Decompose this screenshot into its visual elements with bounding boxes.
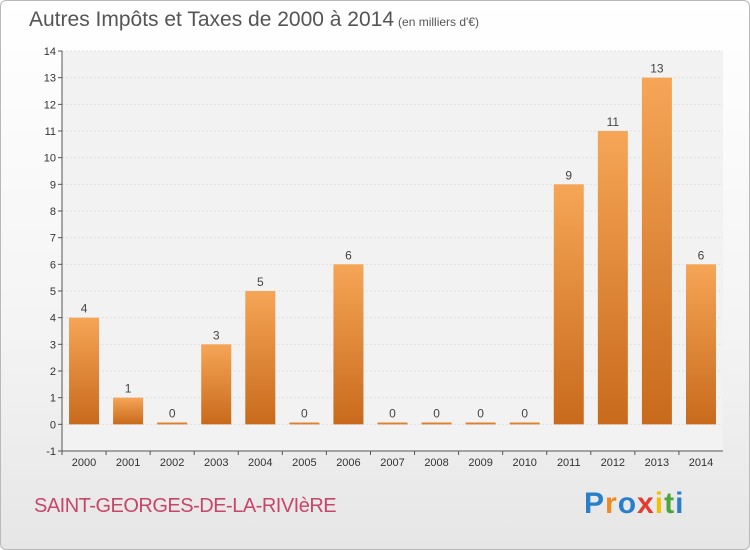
data-label: 1 — [125, 382, 132, 396]
y-tick-label: 10 — [44, 153, 56, 165]
bar-2014 — [685, 264, 716, 425]
x-tick-label: 2014 — [689, 457, 713, 469]
bar-2010 — [509, 422, 540, 425]
y-tick-label: 8 — [50, 206, 56, 218]
x-tick-label: 2000 — [72, 457, 96, 469]
y-tick-label: 14 — [44, 46, 56, 58]
y-tick-label: 9 — [50, 179, 56, 191]
bar-2006 — [333, 264, 364, 425]
y-tick-label: 7 — [50, 233, 56, 245]
title-text: Autres Impôts et Taxes de 2000 à 2014 — [29, 8, 395, 31]
bar-2013 — [641, 77, 672, 425]
y-tick-label: 11 — [45, 126, 56, 138]
logo-letter: r — [605, 487, 618, 520]
bar-2011 — [553, 184, 584, 425]
title-unit: (en milliers d'€) — [398, 15, 480, 29]
y-tick-label: 13 — [44, 73, 56, 85]
x-tick-label: 2006 — [336, 457, 360, 469]
x-tick-label: 2008 — [424, 457, 448, 469]
bar-2003 — [201, 344, 232, 425]
x-tick-label: 2011 — [557, 457, 581, 469]
logo-letter: x — [637, 487, 655, 520]
bar-2001 — [113, 397, 144, 425]
y-tick-label: 6 — [50, 259, 56, 271]
x-tick-label: 2012 — [601, 457, 625, 469]
logo-letter: P — [584, 487, 606, 520]
x-tick-label: 2004 — [248, 457, 272, 469]
logo-letter: t — [664, 487, 676, 520]
data-label: 0 — [477, 406, 484, 420]
bar-2000 — [69, 317, 100, 425]
bar-2004 — [245, 291, 276, 425]
data-label: 0 — [521, 406, 528, 420]
logo-letter: o — [617, 487, 638, 520]
bar-2002 — [157, 422, 188, 425]
y-tick-label: 2 — [50, 366, 56, 378]
data-label: 0 — [169, 406, 176, 420]
bar-2005 — [289, 422, 320, 425]
data-label: 11 — [607, 115, 620, 129]
data-label: 5 — [257, 275, 264, 289]
x-tick-label: 2003 — [204, 457, 228, 469]
data-label: 9 — [565, 168, 572, 182]
y-tick-label: 5 — [50, 286, 56, 298]
bar-2008 — [421, 422, 452, 425]
commune-name: SAINT-GEORGES-DE-LA-RIVIèRE — [34, 495, 337, 517]
y-tick-label: 0 — [50, 419, 56, 431]
x-tick-label: 2010 — [512, 457, 536, 469]
x-tick-label: 2007 — [380, 457, 404, 469]
x-tick-label: 2001 — [116, 457, 140, 469]
x-tick-label: 2013 — [645, 457, 669, 469]
data-label: 6 — [698, 248, 705, 262]
x-tick-label: 2002 — [160, 457, 184, 469]
proxiti-logo[interactable]: Proxiti — [584, 487, 684, 521]
bar-2007 — [377, 422, 408, 425]
data-label: 13 — [650, 62, 664, 76]
x-tick-label: 2005 — [292, 457, 316, 469]
logo-letter: i — [675, 487, 685, 520]
data-label: 3 — [213, 328, 220, 342]
data-label: 0 — [433, 406, 440, 420]
data-label: 4 — [81, 302, 88, 316]
y-tick-label: 1 — [50, 393, 56, 405]
data-label: 6 — [345, 248, 352, 262]
y-tick-label: 3 — [50, 339, 56, 351]
y-tick-label: -1 — [46, 446, 56, 458]
y-tick-label: 4 — [50, 313, 56, 325]
bar-2009 — [465, 422, 496, 425]
logo-letter: i — [654, 487, 665, 520]
x-tick-label: 2009 — [468, 457, 492, 469]
chart-title: Autres Impôts et Taxes de 2000 à 2014 (en… — [29, 8, 479, 32]
data-label: 0 — [389, 406, 396, 420]
data-label: 0 — [301, 406, 308, 420]
y-tick-label: 12 — [44, 99, 56, 111]
bar-2012 — [597, 131, 628, 425]
